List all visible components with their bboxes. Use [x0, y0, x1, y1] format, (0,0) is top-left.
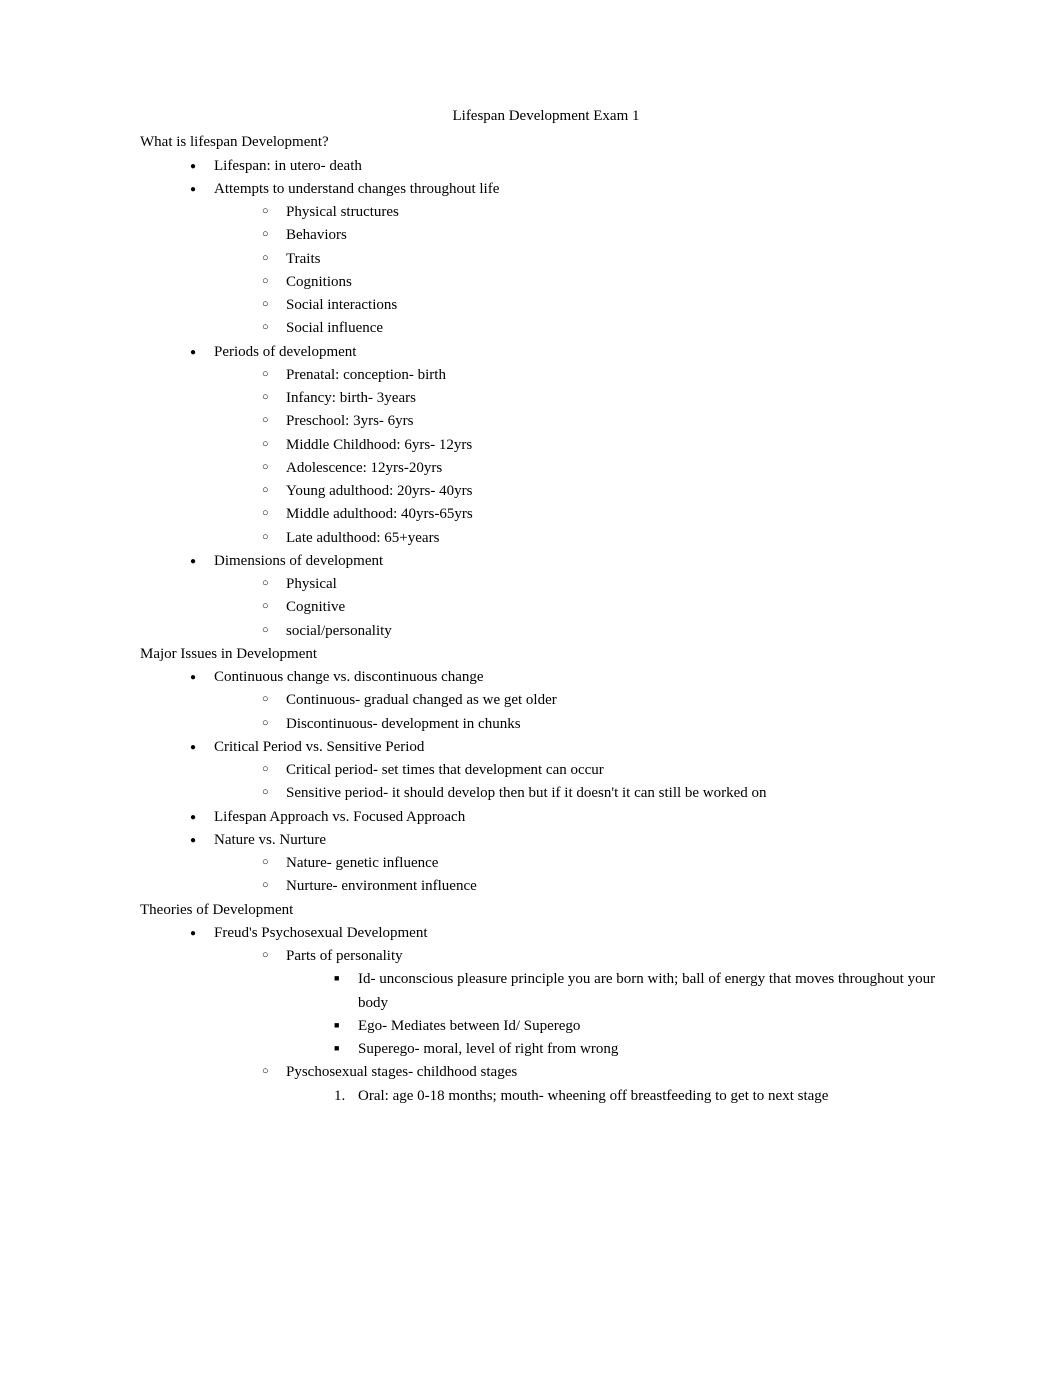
list-item: Middle Childhood: 6yrs- 12yrs [262, 434, 952, 457]
bullet-list-2: Continuous change vs. discontinuous chan… [140, 666, 952, 899]
list-text: Physical [286, 576, 337, 592]
list-item: Behaviors [262, 224, 952, 247]
list-item: Periods of development Prenatal: concept… [190, 341, 952, 550]
list-text: Parts of personality [286, 948, 403, 964]
list-item: Social influence [262, 317, 952, 340]
section-header-2: Major Issues in Development [140, 643, 952, 666]
list-item: Nurture- environment influence [262, 875, 952, 898]
list-item: Cognitive [262, 596, 952, 619]
section-header-1: What is lifespan Development? [140, 131, 952, 154]
list-text: Preschool: 3yrs- 6yrs [286, 413, 414, 429]
bullet-list-3: Freud's Psychosexual Development Parts o… [140, 922, 952, 1108]
sub-sub-list: Id- unconscious pleasure principle you a… [286, 968, 952, 1061]
sub-list: Prenatal: conception- birth Infancy: bir… [214, 364, 952, 550]
list-item: Nature- genetic influence [262, 852, 952, 875]
list-item: Nature vs. Nurture Nature- genetic influ… [190, 829, 952, 899]
list-item: Middle adulthood: 40yrs-65yrs [262, 503, 952, 526]
sub-list: Physical structures Behaviors Traits Cog… [214, 201, 952, 341]
list-item: Critical period- set times that developm… [262, 759, 952, 782]
list-text: Lifespan: in utero- death [214, 158, 362, 174]
list-text: Freud's Psychosexual Development [214, 925, 428, 941]
list-item: Id- unconscious pleasure principle you a… [334, 968, 952, 1015]
list-item: Traits [262, 248, 952, 271]
list-item: Continuous change vs. discontinuous chan… [190, 666, 952, 736]
list-text: Infancy: birth- 3years [286, 390, 416, 406]
sub-sub-numbered-list: Oral: age 0-18 months; mouth- wheening o… [286, 1085, 952, 1108]
list-text: Continuous- gradual changed as we get ol… [286, 692, 557, 708]
list-item: Ego- Mediates between Id/ Superego [334, 1015, 952, 1038]
list-text: Nurture- environment influence [286, 878, 477, 894]
sub-list: Physical Cognitive social/personality [214, 573, 952, 643]
list-text: Sensitive period- it should develop then… [286, 785, 767, 801]
list-text: Middle adulthood: 40yrs-65yrs [286, 506, 473, 522]
list-item: Prenatal: conception- birth [262, 364, 952, 387]
list-text: social/personality [286, 623, 392, 639]
list-item: Parts of personality Id- unconscious ple… [262, 945, 952, 1061]
list-text: Cognitions [286, 274, 352, 290]
list-item: Freud's Psychosexual Development Parts o… [190, 922, 952, 1108]
list-text: Social interactions [286, 297, 397, 313]
list-item: Physical [262, 573, 952, 596]
list-item: Oral: age 0-18 months; mouth- wheening o… [334, 1085, 952, 1108]
list-item: Infancy: birth- 3years [262, 387, 952, 410]
sub-list: Nature- genetic influence Nurture- envir… [214, 852, 952, 899]
list-text: Continuous change vs. discontinuous chan… [214, 669, 484, 685]
list-item: social/personality [262, 620, 952, 643]
list-item: Superego- moral, level of right from wro… [334, 1038, 952, 1061]
list-text: Adolescence: 12yrs-20yrs [286, 460, 442, 476]
document-title: Lifespan Development Exam 1 [140, 105, 952, 128]
list-text: Ego- Mediates between Id/ Superego [358, 1018, 580, 1034]
list-text: Periods of development [214, 344, 356, 360]
list-text: Superego- moral, level of right from wro… [358, 1041, 618, 1057]
list-text: Behaviors [286, 227, 347, 243]
list-item: Attempts to understand changes throughou… [190, 178, 952, 341]
list-text: Discontinuous- development in chunks [286, 716, 521, 732]
list-item: Adolescence: 12yrs-20yrs [262, 457, 952, 480]
list-text: Id- unconscious pleasure principle you a… [358, 971, 935, 1010]
list-text: Critical period- set times that developm… [286, 762, 604, 778]
list-text: Nature- genetic influence [286, 855, 438, 871]
list-item: Physical structures [262, 201, 952, 224]
list-text: Young adulthood: 20yrs- 40yrs [286, 483, 472, 499]
list-item: Lifespan: in utero- death [190, 155, 952, 178]
list-text: Lifespan Approach vs. Focused Approach [214, 809, 465, 825]
list-text: Dimensions of development [214, 553, 383, 569]
list-item: Sensitive period- it should develop then… [262, 782, 952, 805]
list-text: Traits [286, 251, 320, 267]
list-item: Dimensions of development Physical Cogni… [190, 550, 952, 643]
list-text: Nature vs. Nurture [214, 832, 326, 848]
list-text: Middle Childhood: 6yrs- 12yrs [286, 437, 472, 453]
list-text: Pyschosexual stages- childhood stages [286, 1064, 517, 1080]
list-item: Lifespan Approach vs. Focused Approach [190, 806, 952, 829]
list-item: Continuous- gradual changed as we get ol… [262, 689, 952, 712]
list-item: Pyschosexual stages- childhood stages Or… [262, 1061, 952, 1108]
list-item: Discontinuous- development in chunks [262, 713, 952, 736]
list-text: Late adulthood: 65+years [286, 530, 439, 546]
list-text: Cognitive [286, 599, 345, 615]
sub-list: Parts of personality Id- unconscious ple… [214, 945, 952, 1108]
list-item: Cognitions [262, 271, 952, 294]
list-item: Social interactions [262, 294, 952, 317]
bullet-list-1: Lifespan: in utero- death Attempts to un… [140, 155, 952, 643]
list-text: Attempts to understand changes throughou… [214, 181, 499, 197]
list-text: Social influence [286, 320, 383, 336]
list-item: Young adulthood: 20yrs- 40yrs [262, 480, 952, 503]
list-text: Oral: age 0-18 months; mouth- wheening o… [358, 1088, 828, 1104]
section-header-3: Theories of Development [140, 899, 952, 922]
list-text: Prenatal: conception- birth [286, 367, 446, 383]
list-item: Critical Period vs. Sensitive Period Cri… [190, 736, 952, 806]
list-text: Physical structures [286, 204, 399, 220]
sub-list: Continuous- gradual changed as we get ol… [214, 689, 952, 736]
list-item: Preschool: 3yrs- 6yrs [262, 410, 952, 433]
list-item: Late adulthood: 65+years [262, 527, 952, 550]
list-text: Critical Period vs. Sensitive Period [214, 739, 424, 755]
sub-list: Critical period- set times that developm… [214, 759, 952, 806]
